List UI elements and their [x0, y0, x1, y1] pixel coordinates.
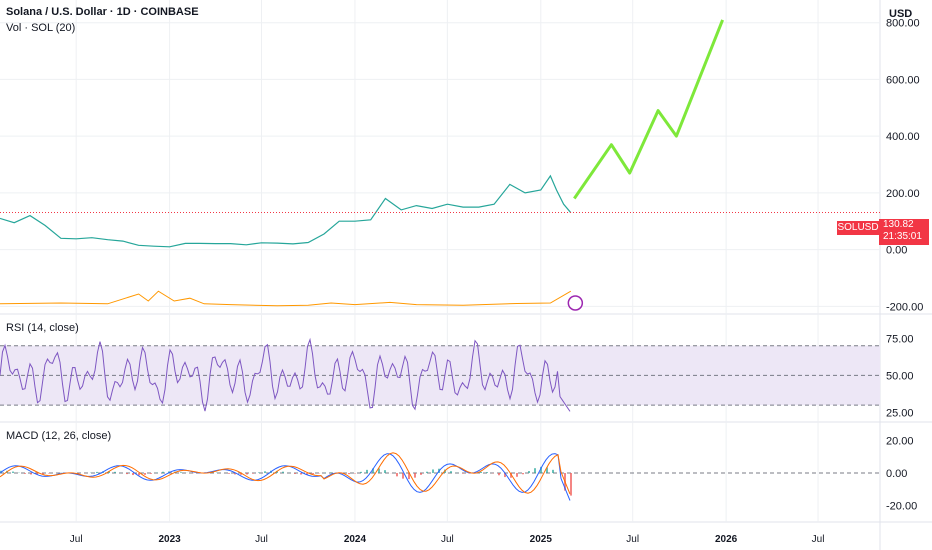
macd-histogram-bar [414, 473, 416, 478]
price-tick-label: 600.00 [886, 74, 920, 86]
macd-histogram-bar [258, 472, 260, 473]
macd-histogram-bar [546, 467, 548, 473]
macd-histogram-bar [282, 471, 284, 473]
macd-histogram-bar [480, 471, 482, 473]
macd-line [0, 453, 571, 501]
macd-histogram-bar [366, 469, 368, 473]
macd-histogram-bar [300, 473, 302, 475]
rsi-line [0, 337, 571, 412]
macd-histogram-bar [498, 473, 500, 476]
macd-histogram-bar [264, 471, 266, 473]
rsi-label: RSI (14, close) [6, 322, 79, 334]
macd-histogram-bar [540, 466, 542, 473]
x-tick-label: Jul [626, 534, 639, 545]
macd-histogram-bar [180, 472, 182, 473]
macd-histogram-bar [432, 469, 434, 473]
price-badge: SOLUSD 130.82 21:35:01 [837, 219, 929, 245]
macd-histogram-bar [228, 473, 230, 474]
macd-histogram-bar [504, 473, 506, 478]
price-badge-price: 130.82 [883, 219, 914, 230]
x-tick-label: 2023 [158, 534, 181, 545]
price-badge-countdown: 21:35:01 [883, 231, 922, 242]
x-tick-label: Jul [441, 534, 454, 545]
macd-tick-label: 20.00 [886, 435, 914, 447]
macd-label: MACD (12, 26, close) [6, 430, 112, 442]
x-tick-label: Jul [70, 534, 83, 545]
macd-histogram-bar [294, 473, 296, 474]
price-series-line [0, 174, 572, 248]
price-tick-label: 0.00 [886, 245, 907, 257]
macd-histogram-bar [348, 473, 350, 475]
macd-histogram-bar [312, 473, 314, 475]
lightning-icon [567, 295, 584, 311]
macd-histogram-bar [12, 471, 14, 473]
macd-histogram-bar [360, 471, 362, 473]
x-tick-label: Jul [255, 534, 268, 545]
chart-title: Solana / U.S. Dollar · 1D · COINBASE [6, 6, 199, 18]
macd-histogram-bar [396, 473, 398, 477]
macd-histogram-bar [522, 473, 524, 475]
macd-tick-label: 0.00 [886, 468, 907, 480]
macd-histogram-bar [108, 471, 110, 473]
price-tick-label: -200.00 [886, 301, 923, 313]
rsi-tick-label: 25.00 [886, 408, 914, 420]
macd-histogram-bar [384, 470, 386, 473]
rsi-tick-label: 75.00 [886, 333, 914, 345]
price-badge-value: 130.82 21:35:01 [879, 219, 929, 245]
projection-line [573, 19, 724, 200]
macd-histogram-bar [450, 471, 452, 473]
macd-histogram-bar [126, 473, 128, 475]
x-tick-label: 2026 [715, 534, 738, 545]
macd-histogram-bar [534, 468, 536, 473]
rsi-tick-label: 50.00 [886, 370, 914, 382]
macd-histogram-bar [246, 473, 248, 475]
macd-histogram-bar [306, 473, 308, 475]
macd-tick-label: -20.00 [886, 501, 917, 513]
macd-histogram-bar [378, 468, 380, 473]
macd-histogram-bar [528, 471, 530, 473]
x-tick-label: 2024 [344, 534, 367, 545]
macd-histogram-bar [30, 473, 32, 475]
macd-histogram-bar [420, 473, 422, 475]
macd-signal-line [0, 452, 571, 495]
macd-histogram-bar [150, 473, 152, 474]
macd-histogram-bar [408, 473, 410, 480]
volume-label: Vol · SOL (20) [6, 22, 76, 34]
macd-histogram-bar [114, 471, 116, 473]
price-tick-label: 800.00 [886, 18, 920, 30]
macd-histogram-bar [486, 472, 488, 473]
macd-histogram-bar [240, 473, 242, 475]
macd-histogram-bar [372, 468, 374, 473]
macd-histogram-bar [36, 473, 38, 475]
macd-histogram-bar [162, 471, 164, 473]
macd-histogram-bar [144, 473, 146, 475]
macd-histogram-bar [132, 473, 134, 476]
macd-histogram-bar [138, 473, 140, 476]
price-tick-label: 200.00 [886, 188, 920, 200]
x-tick-label: 2025 [530, 534, 553, 545]
macd-histogram-bar [252, 473, 254, 474]
macd-histogram-bar [42, 473, 44, 475]
volume-ma-line [0, 290, 572, 307]
macd-histogram-bar [570, 473, 572, 496]
currency-label: USD [889, 8, 913, 20]
macd-histogram-bar [96, 471, 98, 473]
macd-histogram-bar [462, 473, 464, 474]
price-badge-symbol: SOLUSD [837, 221, 879, 235]
macd-histogram-bar [24, 473, 26, 474]
macd-histogram-bar [426, 471, 428, 473]
macd-histogram-bar [234, 473, 236, 475]
macd-histogram-bar [516, 473, 518, 477]
macd-histogram-bar [330, 472, 332, 473]
macd-histogram-bar [402, 473, 404, 479]
price-tick-label: 400.00 [886, 131, 920, 143]
macd-histogram-bar [552, 469, 554, 473]
macd-histogram-bar [510, 473, 512, 478]
x-tick-label: Jul [812, 534, 825, 545]
rsi-band [0, 345, 880, 406]
